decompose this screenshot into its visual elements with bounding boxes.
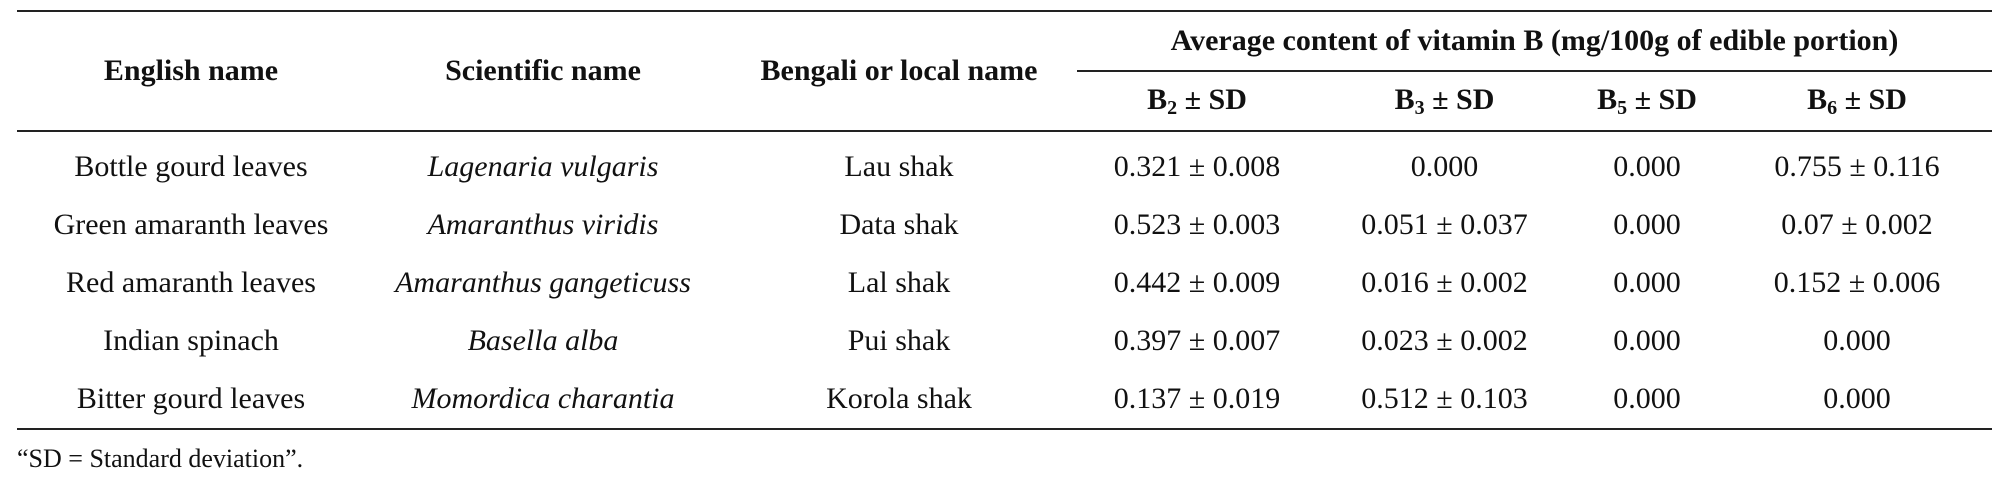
- cell-b3: 0.023 ± 0.002: [1361, 324, 1528, 357]
- table-row: Red amaranth leaves Amaranthus gangeticu…: [17, 254, 1992, 312]
- cell-b2: 0.137 ± 0.019: [1077, 370, 1317, 430]
- cell-local-name: Lal shak: [847, 266, 951, 299]
- cell-b5: 0.000: [1613, 324, 1681, 357]
- cell-b6: 0.000: [1722, 370, 1992, 430]
- table-body: Bottle gourd leaves Lagenaria vulgaris L…: [17, 131, 1992, 430]
- cell-english-name: Indian spinach: [103, 324, 279, 357]
- cell-english-name: Bottle gourd leaves: [74, 150, 308, 183]
- col-header-b5: B5 ± SD: [1572, 71, 1722, 132]
- cell-b3: 0.051 ± 0.037: [1361, 208, 1528, 241]
- cell-scientific-name: Amaranthus gangeticuss: [395, 266, 691, 299]
- cell-b5: 0.000: [1613, 208, 1681, 241]
- cell-b6: 0.152 ± 0.006: [1773, 266, 1941, 299]
- cell-local-name: Lau shak: [844, 150, 954, 183]
- cell-b5: 0.000: [1613, 150, 1681, 183]
- cell-b5: 0.000: [1572, 370, 1722, 430]
- cell-b3: 0.512 ± 0.103: [1317, 370, 1572, 430]
- document: English name Scientific name Bengali or …: [17, 10, 1992, 474]
- col-header-bengali-name: Bengali or local name: [721, 11, 1077, 132]
- cell-english-name: Green amaranth leaves: [53, 208, 329, 241]
- col-header-b6: B6 ± SD: [1722, 71, 1992, 132]
- col-header-b2: B2 ± SD: [1077, 71, 1317, 132]
- col-header-english-name: English name: [17, 11, 365, 132]
- table-header: English name Scientific name Bengali or …: [17, 11, 1992, 132]
- cell-scientific-name: Basella alba: [467, 324, 619, 357]
- table-row: Green amaranth leaves Amaranthus viridis…: [17, 196, 1992, 254]
- cell-local-name: Data shak: [839, 208, 959, 241]
- col-group-header-vitamin-b: Average content of vitamin B (mg/100g of…: [1077, 11, 1992, 72]
- table-row: Bitter gourd leaves Momordica charantia …: [17, 370, 1992, 430]
- cell-local-name: Korola shak: [721, 370, 1077, 430]
- vitamin-b-table: English name Scientific name Bengali or …: [17, 10, 1992, 430]
- table-row: Bottle gourd leaves Lagenaria vulgaris L…: [17, 131, 1992, 196]
- cell-scientific-name: Lagenaria vulgaris: [427, 150, 659, 183]
- table-footnote: “SD = Standard deviation”.: [17, 444, 304, 473]
- cell-b3: 0.016 ± 0.002: [1361, 266, 1528, 299]
- col-header-b3: B3 ± SD: [1317, 71, 1572, 132]
- cell-b6: 0.000: [1823, 324, 1891, 357]
- cell-local-name: Pui shak: [847, 324, 951, 357]
- cell-english-name: Red amaranth leaves: [66, 266, 316, 299]
- cell-b6: 0.755 ± 0.116: [1774, 150, 1940, 183]
- cell-b2: 0.397 ± 0.007: [1113, 324, 1281, 357]
- cell-b3: 0.000: [1410, 150, 1479, 183]
- cell-english-name: Bitter gourd leaves: [17, 370, 365, 430]
- cell-scientific-name: Momordica charantia: [365, 370, 721, 430]
- cell-b6: 0.07 ± 0.002: [1781, 208, 1933, 241]
- col-header-scientific-name: Scientific name: [365, 11, 721, 132]
- cell-b5: 0.000: [1613, 266, 1681, 299]
- cell-scientific-name: Amaranthus viridis: [427, 208, 659, 241]
- cell-b2: 0.321 ± 0.008: [1113, 150, 1281, 183]
- cell-b2: 0.442 ± 0.009: [1113, 266, 1281, 299]
- table-row: Indian spinach Basella alba Pui shak 0.3…: [17, 312, 1992, 370]
- cell-b2: 0.523 ± 0.003: [1113, 208, 1281, 241]
